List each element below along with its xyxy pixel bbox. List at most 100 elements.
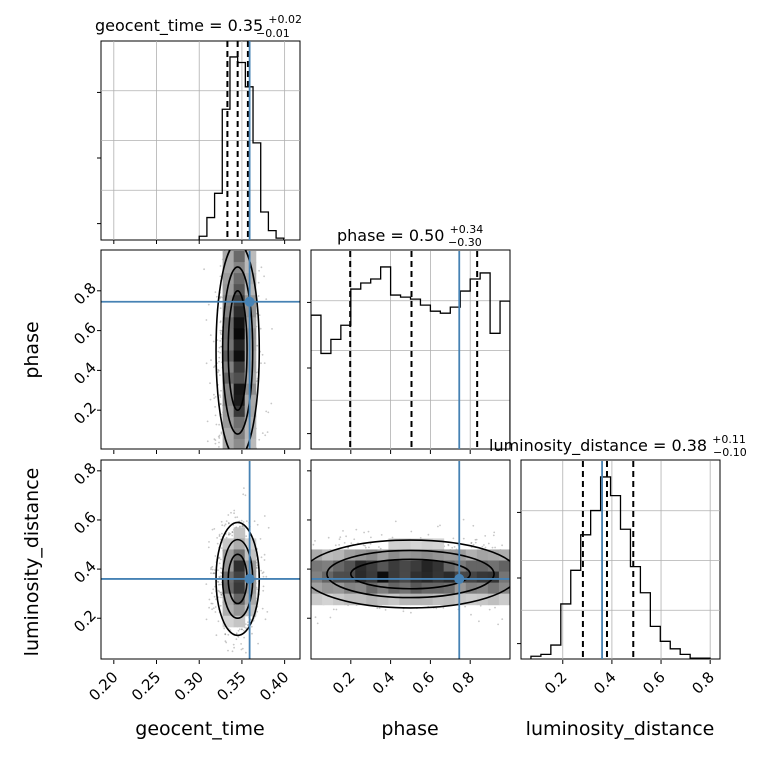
sample-point: [206, 440, 209, 443]
density-cell: [454, 582, 467, 595]
density-cell: [399, 571, 411, 584]
sample-point: [260, 556, 263, 559]
density-cell: [377, 582, 389, 595]
density-cell: [432, 593, 445, 606]
ytick-label: 0.4: [70, 359, 100, 389]
density-cell: [421, 571, 434, 584]
sample-point: [492, 534, 495, 537]
sample-point: [225, 536, 228, 539]
title-geocent-time: geocent_time = 0.35 +0.02: [95, 13, 302, 36]
sample-point: [210, 602, 213, 605]
sample-point: [493, 531, 496, 534]
sample-point: [241, 647, 244, 650]
sample-point: [256, 371, 258, 374]
sample-point: [233, 512, 236, 515]
density-cell: [311, 571, 323, 584]
density-cell: [465, 593, 478, 606]
sample-point: [231, 650, 234, 653]
sample-point: [339, 536, 342, 539]
sample-point: [256, 344, 259, 347]
sample-point: [228, 534, 230, 536]
ylabel-luminosity-distance: luminosity_distance: [21, 468, 43, 657]
sample-point: [419, 537, 422, 539]
density-cell: [233, 615, 246, 628]
sample-point: [245, 535, 248, 538]
density-cell: [233, 372, 246, 385]
density-cell: [233, 560, 246, 573]
xtick-label: 0.30: [171, 668, 207, 704]
sample-point: [218, 360, 220, 363]
sample-point: [216, 537, 219, 539]
density-cell: [233, 582, 246, 595]
sample-point: [464, 605, 466, 608]
sample-point: [210, 567, 213, 569]
sample-point: [216, 542, 219, 545]
sample-point: [265, 410, 268, 413]
sample-point: [219, 340, 222, 342]
sample-point: [220, 547, 223, 549]
sample-point: [217, 620, 220, 623]
density-cell: [421, 549, 434, 561]
sample-point: [378, 607, 381, 610]
sample-point: [225, 520, 228, 522]
density-cell: [410, 549, 423, 561]
sample-point: [228, 532, 230, 534]
density-cell: [465, 571, 478, 584]
density-cell: [344, 549, 356, 561]
xtick-label: 0.25: [128, 668, 164, 704]
sample-point: [235, 632, 238, 635]
sample-point: [314, 540, 316, 542]
density-cell: [432, 582, 445, 595]
sample-point: [263, 515, 266, 517]
sample-point: [212, 588, 215, 591]
sample-point: [217, 581, 220, 583]
density-cell: [322, 593, 334, 606]
sample-point: [211, 592, 213, 594]
density-cell: [377, 549, 389, 561]
sample-point: [220, 596, 222, 599]
density-cell: [443, 582, 456, 595]
density-cell: [344, 571, 356, 584]
sample-point: [369, 543, 372, 545]
ytick-label: 0.4: [70, 557, 100, 587]
sample-point: [472, 524, 475, 527]
contour-line: [227, 289, 248, 411]
density-cell: [421, 560, 434, 573]
sample-point: [410, 530, 413, 533]
sample-point: [343, 542, 346, 544]
density-cell: [233, 361, 246, 374]
sample-point: [214, 291, 217, 293]
sample-point: [229, 533, 232, 535]
sample-point: [219, 329, 222, 332]
panel-phase-vs-geocent-time: [97, 249, 301, 454]
sample-point: [234, 516, 237, 519]
sample-point: [263, 559, 266, 561]
sample-point: [261, 432, 264, 434]
sample-point: [203, 268, 206, 271]
density-cell: [333, 571, 345, 584]
sample-point: [213, 366, 215, 369]
sample-point: [214, 569, 216, 571]
sample-point: [219, 575, 222, 577]
title-geocent-time-minus: −0.01: [256, 27, 290, 40]
density-cell: [388, 571, 400, 584]
sample-point: [213, 438, 216, 440]
contour-line: [215, 250, 261, 449]
sample-point: [244, 494, 247, 497]
sample-point: [229, 629, 232, 631]
sample-point: [218, 556, 221, 559]
density-cell: [498, 593, 510, 606]
panel-geocent-time-hist: [97, 40, 301, 244]
sample-point: [442, 607, 445, 609]
sample-point: [230, 511, 232, 514]
panel-frame: [520, 459, 721, 660]
density-cell: [222, 284, 235, 296]
sample-point: [220, 345, 223, 348]
sample-point: [209, 334, 212, 336]
sample-point: [219, 351, 222, 354]
density-cell: [432, 538, 445, 550]
density-cell: [410, 593, 423, 606]
xtick-label: 0.20: [85, 668, 121, 704]
sample-point: [316, 622, 319, 625]
density-cell: [322, 560, 334, 573]
